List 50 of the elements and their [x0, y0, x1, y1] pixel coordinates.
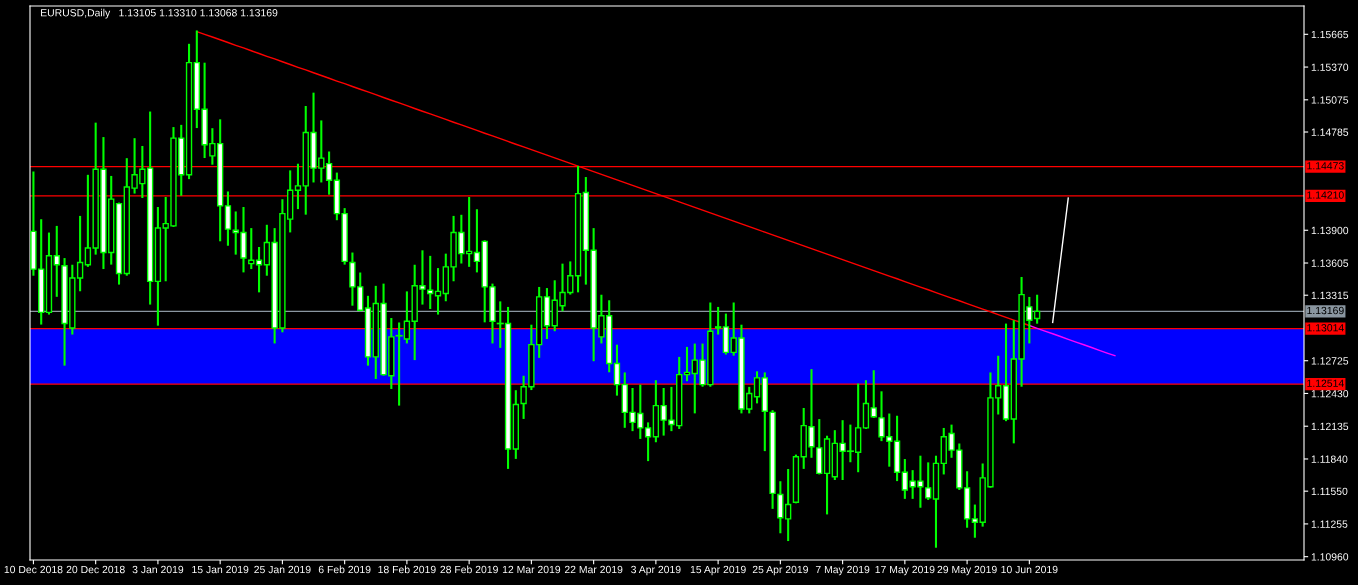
y-tick-label: 1.11255 — [1311, 520, 1348, 528]
ref-line-label: 1.12514 — [1307, 379, 1344, 387]
x-tick-label: 15 Apr 2019 — [690, 565, 746, 576]
chart-title: EURUSD,Daily — [41, 8, 111, 19]
candlestick — [613, 344, 621, 396]
candlestick — [644, 422, 652, 462]
y-tick-label: 1.13605 — [1311, 259, 1349, 267]
y-tick-label: 1.11840 — [1311, 455, 1348, 463]
y-tick-label: 1.12430 — [1311, 389, 1349, 398]
candlestick — [473, 209, 481, 273]
y-tick-label: 1.15075 — [1311, 96, 1349, 104]
x-tick-label: 12 Mar 2019 — [502, 565, 561, 574]
x-tick-label: 25 Jan 2019 — [254, 565, 311, 574]
x-tick-label: 7 May 2019 — [815, 565, 870, 576]
y-tick-label: 1.10960 — [1311, 553, 1349, 561]
candlestick — [224, 191, 232, 246]
x-tick-label: 6 Feb 2019 — [318, 565, 371, 574]
y-tick-label: 1.12135 — [1311, 422, 1349, 431]
candlestick — [294, 163, 302, 210]
y-tick-label: 1.12725 — [1311, 357, 1349, 365]
x-tick-label: 3 Apr 2019 — [631, 565, 681, 576]
candlestick — [870, 370, 877, 418]
ref-line-label: 1.13014 — [1307, 324, 1344, 332]
ref-line-label: 1.14473 — [1307, 162, 1344, 170]
y-tick-label: 1.15665 — [1311, 30, 1349, 39]
y-tick-label: 1.15370 — [1311, 63, 1349, 71]
x-tick-label: 17 May 2019 — [875, 565, 935, 576]
x-tick-label: 29 May 2019 — [937, 565, 997, 576]
x-tick-label: 18 Feb 2019 — [378, 565, 436, 574]
x-tick-label: 28 Feb 2019 — [440, 565, 498, 574]
candlestick — [714, 306, 722, 335]
candlestick — [753, 371, 761, 404]
x-tick-label: 25 Apr 2019 — [752, 565, 808, 576]
candlestick — [325, 151, 333, 195]
y-tick-label: 1.14785 — [1311, 128, 1349, 136]
candlestick — [925, 462, 932, 500]
ref-line-label: 1.13169 — [1307, 306, 1344, 315]
line-series — [1028, 324, 1116, 357]
x-tick-label: 10 Dec 2018 — [4, 565, 63, 574]
candlestick — [53, 225, 60, 297]
ref-line-label: 1.14210 — [1307, 191, 1344, 199]
y-tick-label: 1.13315 — [1311, 291, 1349, 300]
x-tick-label: 22 Mar 2019 — [564, 565, 623, 574]
x-tick-label: 15 Jan 2019 — [192, 565, 249, 574]
x-tick-label: 3 Jan 2019 — [132, 565, 184, 574]
x-tick-label: 20 Dec 2018 — [66, 565, 125, 574]
chart-subtitle: 1.13105 1.13310 1.13068 1.13169 — [119, 9, 278, 17]
y-tick-label: 1.13900 — [1311, 226, 1349, 235]
x-tick-label: 10 Jun 2019 — [1001, 565, 1058, 574]
y-tick-label: 1.11550 — [1311, 487, 1348, 496]
